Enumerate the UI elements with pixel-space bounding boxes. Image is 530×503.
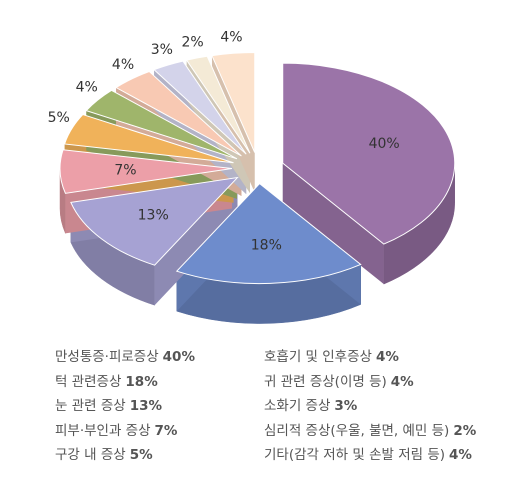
legend-right: 호흡기 및 인후증상 4% 귀 관련 증상(이명 등) 4% 소화기 증상 3% 심리… xyxy=(264,345,476,468)
pie-slice xyxy=(59,149,233,194)
pie-top-layer xyxy=(59,52,456,285)
pie-slice xyxy=(85,89,238,160)
pie-slice-label: 2% xyxy=(181,34,203,50)
pie-slice-label: 4% xyxy=(112,57,134,73)
legend-item: 귀 관련 증상(이명 등) 4% xyxy=(264,373,414,390)
pie-slice xyxy=(185,55,251,154)
pie-slice-label: 4% xyxy=(76,79,98,95)
pie-slice xyxy=(175,182,362,285)
legend-item: 심리적 증상(우울, 불면, 예민 등) 2% xyxy=(264,422,477,439)
pie-slice-edge xyxy=(282,163,384,285)
pie-slice-label: 7% xyxy=(114,162,136,178)
legend-item: 기타(감각 저하 및 손발 저림 등) 4% xyxy=(264,447,472,463)
pie-slice xyxy=(115,70,242,157)
pie-slice xyxy=(63,113,234,164)
legend-item: 눈 관련 증상 13% xyxy=(55,398,163,414)
pie-slice-label: 4% xyxy=(220,29,242,45)
pie-slice-label: 5% xyxy=(48,110,70,126)
pie-slice xyxy=(282,62,456,245)
legend-item: 구강 내 증상 5% xyxy=(55,447,153,463)
pie-slice xyxy=(211,52,256,153)
legend-item: 호흡기 및 인후증상 4% xyxy=(264,349,399,365)
pie-slice-label: 13% xyxy=(138,208,169,224)
pie-slice xyxy=(70,176,239,266)
legend-item: 소화기 증상 3% xyxy=(264,398,358,414)
pie-slice-label: 18% xyxy=(251,237,282,253)
pie-chart: 40% 18% 13% 7% 5% 4% 4% 3% 2% 4% xyxy=(48,29,456,324)
legend-item: 피부·부인과 증상 7% xyxy=(55,422,178,439)
pie-slice-label: 3% xyxy=(151,42,173,58)
pie-label-layer: 40% 18% 13% 7% 5% 4% 4% 3% 2% 4% xyxy=(48,29,400,253)
legend-left: 만성통증·피로증상 40% 턱 관련증상 18% 눈 관련 증상 13% 피부·부인과… xyxy=(55,345,195,468)
pie-slice-label: 40% xyxy=(369,136,400,152)
legend-item: 만성통증·피로증상 40% xyxy=(55,349,195,365)
pie-slice xyxy=(153,60,247,155)
legend-item: 턱 관련증상 18% xyxy=(55,373,158,390)
